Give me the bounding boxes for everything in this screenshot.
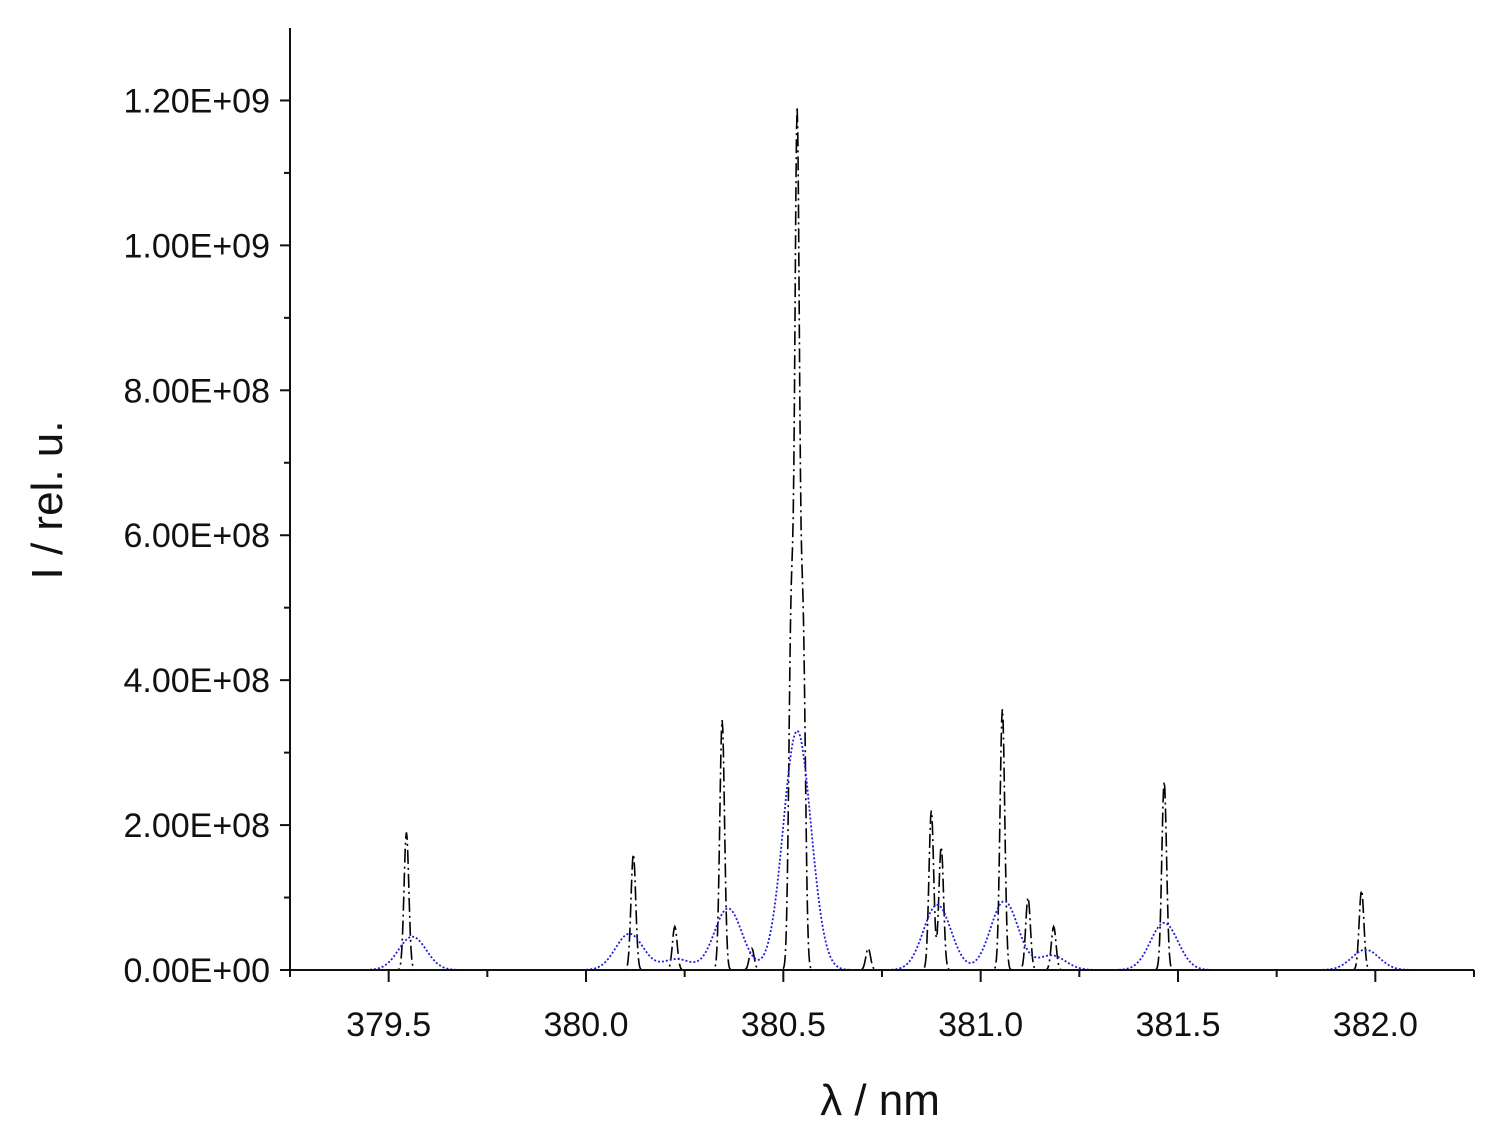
x-axis-title: λ / nm	[820, 1076, 940, 1125]
series-line-dashdot-black	[290, 106, 1474, 971]
y-tick-label: 4.00E+08	[123, 662, 270, 700]
y-tick-label: 0.00E+00	[123, 952, 270, 990]
series-layer	[290, 106, 1474, 971]
x-tick-label: 381.0	[938, 1006, 1023, 1044]
x-axis-ticks: 379.5 380.0 380.5 381.0 381.5 382.0	[289, 970, 1475, 1044]
y-tick-label: 8.00E+08	[123, 372, 270, 410]
series-line-dotted-blue	[290, 729, 1474, 971]
y-tick-label: 1.20E+09	[123, 82, 270, 120]
y-tick-label: 1.00E+09	[123, 227, 270, 265]
y-axis-ticks: 0.00E+00 2.00E+08 4.00E+08 6.00E+08 8.00E+08…	[123, 82, 290, 990]
x-tick-label: 380.0	[543, 1006, 628, 1044]
y-tick-label: 6.00E+08	[123, 517, 270, 555]
y-tick-label: 2.00E+08	[123, 807, 270, 845]
x-tick-label: 379.5	[346, 1006, 431, 1044]
x-tick-label: 380.5	[741, 1006, 826, 1044]
y-axis-title: I / rel. u.	[23, 421, 72, 580]
x-tick-label: 381.5	[1135, 1006, 1220, 1044]
x-tick-label: 382.0	[1333, 1006, 1418, 1044]
